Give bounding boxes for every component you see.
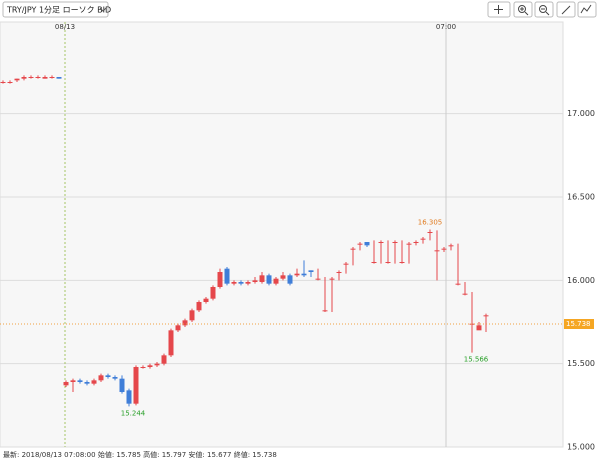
candle-body (301, 273, 307, 276)
y-tick-label: 16.500 (567, 193, 595, 202)
status-bar (0, 448, 599, 463)
last-price-label: 15.738 (566, 320, 591, 328)
candle-body (224, 268, 230, 284)
candle-body (238, 282, 244, 284)
candle-body (273, 278, 279, 284)
y-tick-label: 17.000 (567, 109, 595, 118)
candle-body (28, 77, 34, 78)
candle-body (315, 278, 321, 280)
toolbar-icons (494, 4, 592, 16)
high-label: 16.305 (418, 219, 443, 227)
candle-body (462, 293, 468, 295)
candle-body (7, 82, 13, 83)
y-tick-label: 15.000 (567, 443, 595, 452)
candle-body (350, 248, 356, 250)
candle-body (476, 325, 482, 331)
candle-body (35, 77, 41, 78)
candle-body (196, 302, 202, 311)
candle-body (182, 320, 188, 326)
candle-body (210, 287, 216, 299)
candle-body (392, 242, 398, 243)
candle-body (168, 330, 174, 356)
candle-body (280, 275, 286, 279)
plot-area (0, 21, 564, 448)
candle-body (154, 363, 160, 366)
symbol-select[interactable] (2, 1, 109, 18)
candle-body (308, 270, 314, 272)
candle-body (56, 77, 62, 79)
low-label: 15.244 (121, 409, 146, 417)
candle-body (343, 263, 349, 265)
candle-body (140, 367, 146, 368)
candle-body (371, 262, 377, 263)
status-text: 最新: 2018/08/13 07:08:00 始値: 15.785 高値: 1… (3, 450, 277, 459)
candle-body (77, 380, 83, 382)
candle-body (91, 380, 97, 384)
candle-body (217, 272, 223, 287)
candle-body (245, 282, 251, 284)
candle-body (483, 315, 489, 317)
candle-body (336, 272, 342, 273)
candle-body (413, 242, 419, 243)
candle-body (441, 248, 447, 250)
candle-body (420, 238, 426, 240)
candle-body (189, 310, 195, 321)
time-label: 08/13 (55, 23, 75, 31)
candle-body (252, 280, 258, 282)
candle-body (105, 375, 111, 377)
candle-body (406, 243, 412, 245)
symbol-label: TRY/JPY 1分足 ローソク BID (6, 6, 111, 15)
last-price-box (564, 319, 594, 329)
candle-body (161, 355, 167, 364)
toolbar-buttons (487, 1, 597, 18)
candle-body (49, 77, 55, 78)
candle-body (259, 275, 265, 282)
time-label: 07:00 (436, 23, 456, 31)
candle-body (322, 310, 328, 312)
candle-body (84, 382, 90, 384)
y-tick-label: 15.500 (567, 359, 595, 368)
toolbar (0, 0, 599, 21)
dropdown-arrow (99, 7, 107, 12)
candle-body (287, 275, 293, 284)
candle-body (0, 82, 6, 83)
candle-body (378, 242, 384, 243)
low-label: 15.566 (464, 356, 489, 364)
candle-body (126, 390, 132, 404)
candle-body (294, 273, 300, 276)
candle-body (112, 377, 118, 379)
candle-body (203, 298, 209, 302)
y-tick-label: 16.000 (567, 276, 595, 285)
candle-body (399, 262, 405, 263)
candle-body (427, 232, 433, 233)
candle-body (329, 278, 335, 280)
candle-body (231, 282, 237, 284)
candle-body (266, 275, 272, 284)
candle-body (147, 365, 153, 367)
candle-body (175, 325, 181, 331)
candle-body (98, 375, 104, 381)
candle-body (364, 242, 370, 246)
candle-body (70, 380, 76, 382)
candle-body (21, 77, 27, 79)
candle-body (42, 77, 48, 79)
candle-body (448, 245, 454, 247)
candle-body (385, 262, 391, 263)
candle-body (434, 250, 440, 252)
candle-body (119, 378, 125, 392)
candle-body (63, 382, 69, 386)
candle-body (14, 78, 20, 81)
indicator-button[interactable] (577, 1, 597, 18)
candle-body (133, 367, 139, 404)
candle-body (357, 243, 363, 245)
candle-body (455, 283, 461, 285)
